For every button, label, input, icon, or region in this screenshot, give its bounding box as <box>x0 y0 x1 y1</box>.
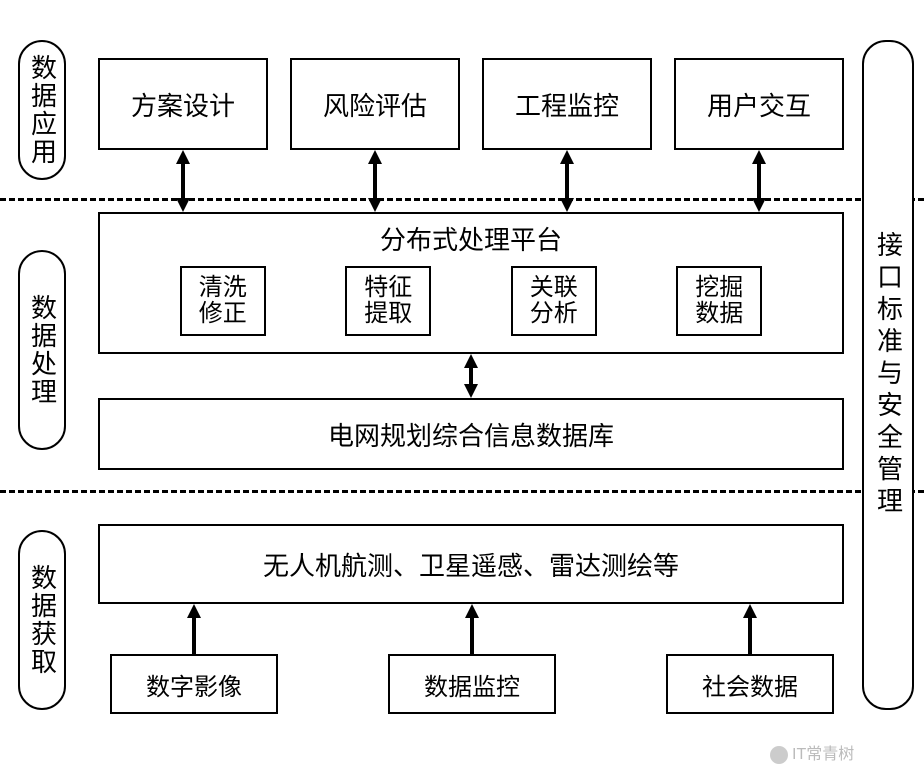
arrow-app-1-down <box>368 198 382 212</box>
watermark-text: IT常青树 <box>792 746 854 763</box>
arrow-src-2-up <box>743 604 757 618</box>
database-label: 电网规划综合信息数据库 <box>328 416 614 453</box>
right-panel: 接口标准与安全管理 <box>862 40 914 710</box>
diagram-canvas: 数据应用 数据处理 数据获取 接口标准与安全管理 方案设计 风险评估 工程监控 … <box>0 0 924 777</box>
arrow-src-1-up <box>465 604 479 618</box>
app-box-3-label: 用户交互 <box>707 86 811 123</box>
source-box-0-label: 数字影像 <box>146 667 242 702</box>
app-box-0-label: 方案设计 <box>131 86 235 123</box>
platform-sub-3-label: 挖掘数据 <box>695 275 743 328</box>
app-box-2-label: 工程监控 <box>515 86 619 123</box>
section-label-process-text: 数据处理 <box>24 294 61 406</box>
divider-1 <box>0 198 924 201</box>
source-box-1: 数据监控 <box>388 654 556 714</box>
platform-sub-0: 清洗修正 <box>180 266 266 336</box>
platform-sub-2-label: 关联分析 <box>530 275 578 328</box>
arrow-app-2 <box>565 160 569 202</box>
arrow-app-0-up <box>176 150 190 164</box>
arrow-app-3 <box>757 160 761 202</box>
platform-box: 分布式处理平台 清洗修正 特征提取 关联分析 挖掘数据 <box>98 212 844 354</box>
arrow-src-0 <box>192 616 196 654</box>
arrow-app-2-down <box>560 198 574 212</box>
wechat-icon <box>770 746 788 764</box>
database-box: 电网规划综合信息数据库 <box>98 398 844 470</box>
source-box-2-label: 社会数据 <box>702 667 798 702</box>
platform-subs: 清洗修正 特征提取 关联分析 挖掘数据 <box>100 266 842 336</box>
platform-sub-3: 挖掘数据 <box>676 266 762 336</box>
arrow-app-3-down <box>752 198 766 212</box>
source-box-2: 社会数据 <box>666 654 834 714</box>
arrow-app-1-up <box>368 150 382 164</box>
arrow-app-3-up <box>752 150 766 164</box>
app-box-2: 工程监控 <box>482 58 652 150</box>
platform-title: 分布式处理平台 <box>380 220 562 257</box>
arrow-app-2-up <box>560 150 574 164</box>
arrow-platform-db-up <box>464 354 478 368</box>
platform-sub-1-label: 特征提取 <box>364 275 412 328</box>
platform-sub-0-label: 清洗修正 <box>199 275 247 328</box>
divider-2 <box>0 490 924 493</box>
platform-sub-1: 特征提取 <box>345 266 431 336</box>
watermark: IT常青树 <box>770 740 854 764</box>
arrow-app-1 <box>373 160 377 202</box>
arrow-app-0-down <box>176 198 190 212</box>
arrow-src-2 <box>748 616 752 654</box>
source-box-1-label: 数据监控 <box>424 667 520 702</box>
app-box-1-label: 风险评估 <box>323 86 427 123</box>
arrow-app-0 <box>181 160 185 202</box>
app-box-0: 方案设计 <box>98 58 268 150</box>
section-label-acquire-text: 数据获取 <box>24 564 61 676</box>
sensing-label: 无人机航测、卫星遥感、雷达测绘等 <box>263 546 679 583</box>
section-label-process: 数据处理 <box>18 250 66 450</box>
right-panel-text: 接口标准与安全管理 <box>870 231 907 519</box>
section-label-app: 数据应用 <box>18 40 66 180</box>
arrow-platform-db-down <box>464 384 478 398</box>
sensing-box: 无人机航测、卫星遥感、雷达测绘等 <box>98 524 844 604</box>
platform-sub-2: 关联分析 <box>511 266 597 336</box>
app-box-1: 风险评估 <box>290 58 460 150</box>
arrow-src-0-up <box>187 604 201 618</box>
section-label-acquire: 数据获取 <box>18 530 66 710</box>
source-box-0: 数字影像 <box>110 654 278 714</box>
arrow-src-1 <box>470 616 474 654</box>
section-label-app-text: 数据应用 <box>24 54 61 166</box>
app-box-3: 用户交互 <box>674 58 844 150</box>
